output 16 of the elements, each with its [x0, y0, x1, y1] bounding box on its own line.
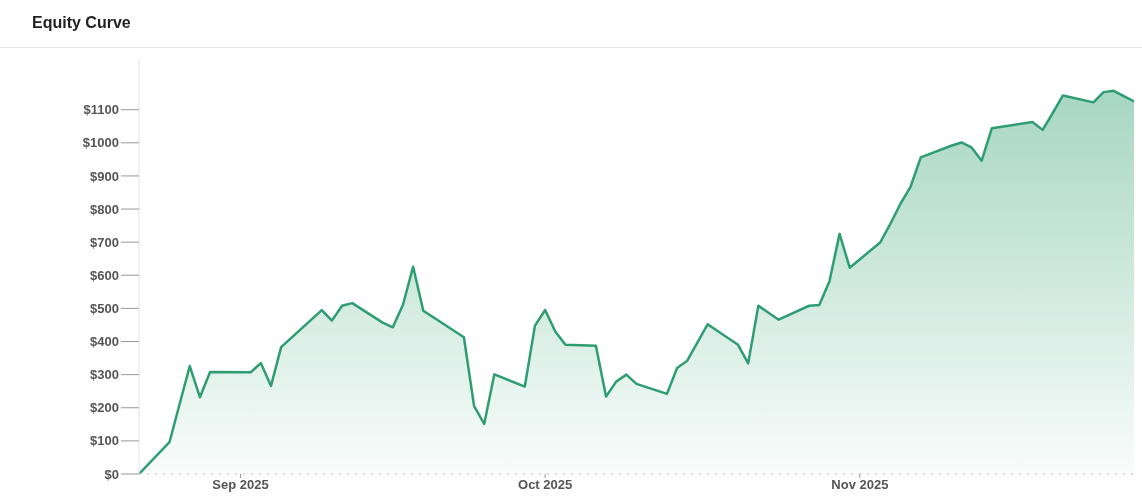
x-tick-label: Sep 2025 [212, 477, 269, 493]
y-tick-label: $300 [90, 367, 119, 383]
x-tick-label: Nov 2025 [831, 477, 889, 493]
y-tick-label: $400 [90, 334, 119, 350]
chart-title: Equity Curve [31, 13, 132, 32]
y-tick-label: $100 [90, 433, 119, 449]
y-tick-label: $200 [90, 400, 119, 416]
x-tick-label: Oct 2025 [518, 477, 573, 493]
y-tick-label: $1000 [82, 135, 119, 151]
y-tick-label: $500 [90, 301, 119, 317]
y-tick-label: $600 [90, 267, 119, 283]
y-tick-label: $700 [90, 234, 119, 250]
y-tick-label: $800 [90, 201, 119, 217]
y-tick-label: $1100 [83, 102, 119, 118]
y-tick-label: $0 [104, 466, 119, 482]
y-tick-label: $900 [90, 168, 119, 184]
